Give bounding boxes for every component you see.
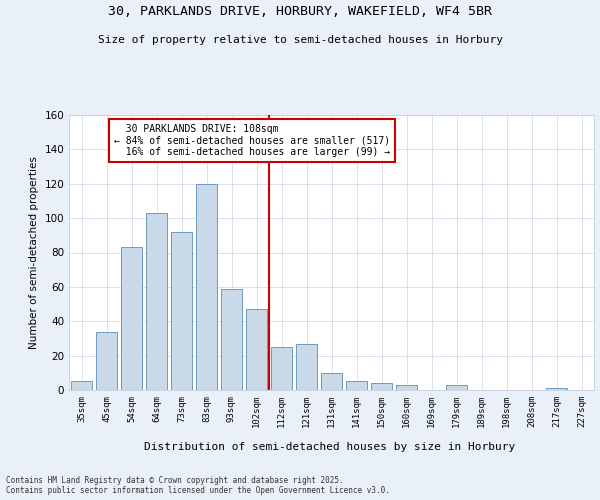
Bar bbox=[446, 385, 467, 390]
Text: Contains HM Land Registry data © Crown copyright and database right 2025.
Contai: Contains HM Land Registry data © Crown c… bbox=[6, 476, 390, 495]
Bar bbox=[221, 288, 242, 390]
Bar bbox=[246, 309, 267, 390]
Text: Distribution of semi-detached houses by size in Horbury: Distribution of semi-detached houses by … bbox=[145, 442, 515, 452]
Y-axis label: Number of semi-detached properties: Number of semi-detached properties bbox=[29, 156, 39, 349]
Bar bbox=[96, 332, 117, 390]
Bar bbox=[196, 184, 217, 390]
Bar bbox=[171, 232, 192, 390]
Text: Size of property relative to semi-detached houses in Horbury: Size of property relative to semi-detach… bbox=[97, 35, 503, 45]
Text: 30 PARKLANDS DRIVE: 108sqm  
← 84% of semi-detached houses are smaller (517)
  1: 30 PARKLANDS DRIVE: 108sqm ← 84% of semi… bbox=[114, 124, 390, 157]
Bar bbox=[121, 248, 142, 390]
Bar bbox=[371, 383, 392, 390]
Bar bbox=[346, 382, 367, 390]
Bar bbox=[146, 213, 167, 390]
Bar bbox=[321, 373, 342, 390]
Bar bbox=[71, 382, 92, 390]
Text: 30, PARKLANDS DRIVE, HORBURY, WAKEFIELD, WF4 5BR: 30, PARKLANDS DRIVE, HORBURY, WAKEFIELD,… bbox=[108, 5, 492, 18]
Bar bbox=[296, 344, 317, 390]
Bar bbox=[546, 388, 567, 390]
Bar bbox=[271, 347, 292, 390]
Bar bbox=[396, 385, 417, 390]
